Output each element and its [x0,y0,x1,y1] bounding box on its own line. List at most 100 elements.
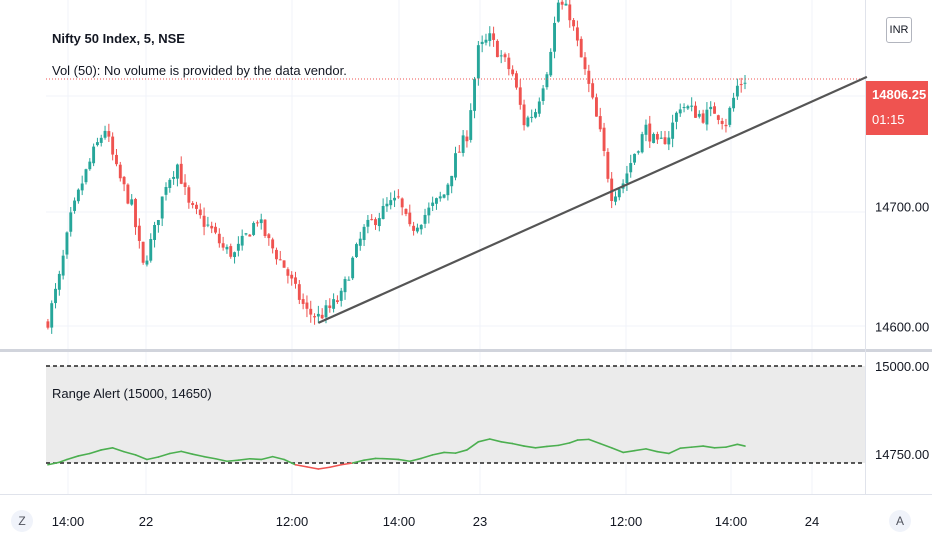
candle-body [252,222,256,235]
candle-body [198,209,202,216]
candle-body [503,54,507,58]
indicator-legend[interactable]: Range Alert (15000, 14650) [52,386,212,401]
candle-body [522,104,526,126]
candle-body [594,97,598,117]
candle-body [210,225,214,229]
candle-body [610,178,614,202]
candle-body [431,202,435,206]
symbol-legend[interactable]: Nifty 50 Index, 5, NSE [52,31,185,46]
indicator-series [47,438,746,470]
candle-body [332,299,336,309]
indicator-segment [534,445,548,449]
candle-body [225,246,229,250]
candle-body [191,203,195,205]
candle-body [450,175,454,187]
indicator-segment [89,449,103,455]
indicator-segment [100,447,114,451]
candle-body [412,225,416,231]
indicator-segment [157,452,171,458]
candle-body [328,305,332,308]
candle-body [122,176,126,185]
candle-body [461,135,465,153]
candle-body [168,179,172,188]
candle-body [659,137,663,139]
candle-body [465,136,469,142]
candle-body [103,130,107,138]
candle-body [636,151,640,153]
candle-body [50,303,54,328]
candle-body [385,203,389,207]
indicator-segment [523,445,537,449]
x-tick-label: 12:00 [610,514,643,529]
x-tick-label: 14:00 [715,514,748,529]
candle-body [492,33,496,40]
price-series [46,0,747,334]
candle-body [572,20,576,27]
candle-body [495,40,499,58]
indicator-segment [454,449,468,454]
indicator-segment [431,451,445,456]
countdown-tag: 01:15 [866,109,928,135]
candle-body [633,153,636,163]
indicator-segment [260,455,274,461]
indicator-segment [294,463,308,468]
candle-body [130,199,134,205]
trendline[interactable] [317,75,868,324]
candle-body [701,113,705,123]
auto-scale-button[interactable]: A [889,510,911,532]
candle-body [324,305,328,318]
trendline-segment [317,75,868,324]
indicator-segment [511,442,525,447]
candle-body [61,255,65,276]
candle-body [305,302,309,309]
currency-button[interactable]: INR [886,17,912,43]
candle-body [419,224,423,230]
candle-body [214,226,217,233]
x-tick-label: 14:00 [383,514,416,529]
y-tick-label: 14750.00 [875,447,929,462]
candle-body [484,39,488,43]
indicator-segment [306,466,320,470]
candle-body [76,189,80,202]
last-price-tag: 14806.25 [866,81,928,109]
candle-body [598,116,602,130]
candle-body [549,51,553,76]
candle-body [236,243,240,251]
candle-body [553,22,556,52]
candle-body [511,69,515,75]
candle-body [229,246,233,257]
indicator-segment [679,446,693,449]
candle-body [339,290,343,301]
indicator-segment [134,454,148,461]
candle-body [568,4,572,21]
indicator-segment [690,445,704,448]
candle-body [271,239,275,249]
candle-body [195,204,198,209]
candle-body [118,164,122,179]
candle-body [648,123,652,142]
candle-body [286,269,290,276]
x-tick-label: 24 [805,514,819,529]
candle-body [73,200,77,211]
pane-separator [0,349,932,352]
candle-body [713,106,716,114]
indicator-segment [386,457,400,461]
volume-legend[interactable]: Vol (50): No volume is provided by the d… [52,63,347,78]
candle-body [457,151,461,153]
indicator-bands [46,365,865,464]
candle-body [629,163,633,173]
candle-body [602,127,606,151]
zoom-button[interactable]: Z [11,510,33,532]
candle-body [518,87,522,105]
indicator-segment [633,448,647,452]
indicator-segment [340,462,354,466]
candle-body [587,70,591,84]
indicator-segment [123,450,137,456]
candle-body [507,57,511,70]
candle-body [579,38,583,58]
indicator-segment [610,447,624,454]
candle-body [435,198,438,204]
candle-body [694,105,697,118]
candle-body [343,279,347,293]
